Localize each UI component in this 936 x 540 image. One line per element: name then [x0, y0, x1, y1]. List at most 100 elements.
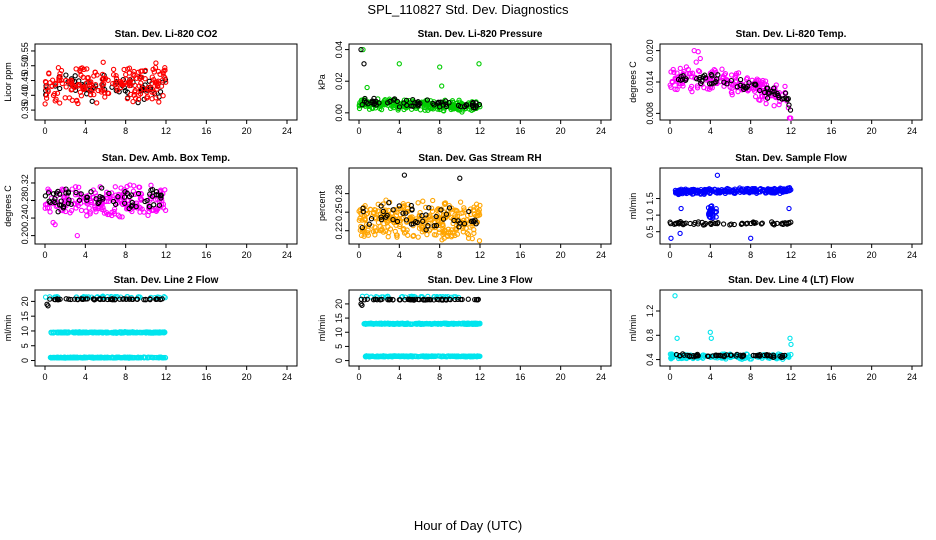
- data-point: [463, 225, 469, 231]
- data-point: [419, 213, 425, 219]
- data-point: [112, 184, 118, 190]
- data-point: [377, 227, 384, 234]
- data-point: [77, 67, 83, 73]
- data-point: [366, 353, 372, 359]
- data-point: [359, 102, 365, 108]
- data-point: [431, 102, 437, 108]
- data-point: [364, 296, 370, 302]
- data-point: [409, 321, 415, 328]
- data-point: [56, 202, 63, 208]
- data-point: [446, 202, 452, 209]
- panel-5: Stan. Dev. Gas Stream RH0 4 8 12 16 20 240.220…: [317, 153, 612, 260]
- data-point: [404, 227, 410, 233]
- x-tick-label: 8: [437, 250, 442, 260]
- data-point: [452, 232, 458, 239]
- data-point: [370, 228, 377, 235]
- data-point: [401, 172, 408, 178]
- data-point: [129, 202, 136, 208]
- data-point: [458, 296, 464, 303]
- data-point: [713, 352, 719, 358]
- data-point: [68, 207, 75, 214]
- data-point: [672, 293, 678, 299]
- data-point: [758, 186, 764, 192]
- data-point: [144, 197, 150, 204]
- data-point: [690, 352, 696, 359]
- data-point: [160, 355, 167, 361]
- data-point: [468, 218, 475, 225]
- data-point: [360, 205, 366, 211]
- data-point: [732, 74, 738, 80]
- y-tick-label: 0: [20, 358, 30, 363]
- data-point: [712, 67, 718, 74]
- data-point: [131, 183, 137, 189]
- data-point: [113, 75, 120, 82]
- data-point: [135, 99, 141, 106]
- data-point: [765, 90, 771, 96]
- data-point: [359, 302, 365, 308]
- data-point: [440, 297, 446, 303]
- data-point: [161, 73, 167, 80]
- data-point: [397, 218, 404, 224]
- data-point: [731, 221, 737, 228]
- x-tick-label: 12: [475, 372, 485, 382]
- y-tick-label: 0.008: [645, 102, 655, 125]
- data-point: [439, 83, 445, 89]
- data-point: [149, 186, 156, 193]
- data-point: [58, 330, 64, 336]
- data-point: [380, 294, 386, 300]
- data-point: [137, 87, 144, 93]
- data-point: [67, 354, 74, 360]
- x-tick-label: 8: [123, 372, 128, 382]
- data-point: [408, 221, 415, 227]
- data-point: [420, 198, 426, 204]
- data-point: [43, 92, 50, 98]
- data-point: [469, 235, 475, 242]
- y-axis-label: degrees C: [3, 185, 13, 227]
- data-point: [75, 83, 81, 89]
- x-tick-label: 8: [748, 372, 753, 382]
- data-point: [96, 199, 102, 206]
- data-point: [405, 321, 412, 327]
- data-point: [408, 202, 414, 209]
- data-point: [677, 65, 683, 72]
- series-orange: [356, 197, 483, 244]
- data-point: [440, 216, 447, 222]
- data-point: [668, 354, 675, 360]
- data-point: [358, 232, 365, 239]
- data-point: [385, 320, 391, 326]
- x-tick-label: 0: [356, 126, 361, 136]
- data-point: [417, 213, 423, 219]
- data-point: [460, 229, 466, 235]
- data-point: [448, 353, 455, 359]
- data-point: [114, 354, 121, 360]
- series-black: [359, 200, 479, 233]
- data-point: [152, 64, 159, 71]
- data-point: [731, 187, 737, 193]
- data-point: [141, 354, 147, 361]
- data-point: [52, 221, 58, 228]
- data-point: [755, 352, 762, 358]
- data-point: [749, 77, 755, 83]
- series-black: [358, 296, 481, 303]
- data-point: [415, 200, 421, 206]
- data-point: [134, 329, 140, 335]
- data-point: [779, 96, 785, 102]
- data-point: [52, 80, 58, 87]
- data-point: [358, 46, 364, 53]
- data-point: [74, 97, 80, 104]
- data-point: [677, 80, 683, 87]
- data-point: [745, 185, 751, 192]
- data-point: [749, 187, 755, 194]
- data-point: [155, 192, 161, 198]
- data-point: [712, 189, 719, 195]
- data-point: [720, 221, 727, 227]
- data-point: [157, 193, 164, 199]
- y-tick-label: 20: [20, 296, 30, 306]
- data-point: [381, 99, 387, 105]
- data-point: [461, 207, 467, 213]
- data-point: [62, 95, 68, 101]
- data-point: [360, 208, 366, 215]
- data-point: [88, 199, 95, 205]
- data-point: [52, 195, 58, 202]
- data-point: [709, 81, 715, 87]
